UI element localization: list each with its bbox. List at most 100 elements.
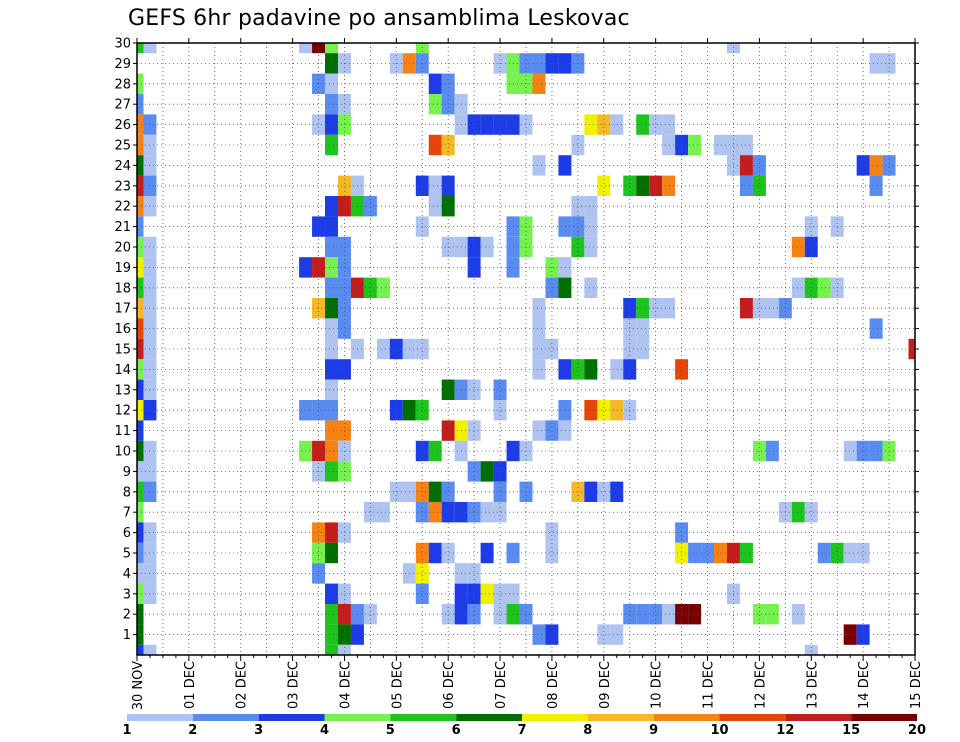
y-tick-label: 3	[123, 587, 131, 602]
heatmap-cell	[545, 542, 559, 564]
heatmap-cell	[137, 604, 144, 625]
heatmap-cell	[532, 53, 546, 74]
y-tick-label: 18	[114, 281, 131, 296]
y-tick-label: 1	[123, 628, 131, 643]
colorbar: 1 2 3 4 5 6 7 8 9 10 12 15 20	[122, 714, 926, 738]
heatmap-cell	[739, 155, 753, 176]
colorbar-label: 4	[320, 723, 329, 738]
heatmap-cell	[143, 644, 157, 655]
heatmap-cell	[532, 420, 546, 441]
heatmap-cell	[558, 155, 572, 176]
heatmap-cell	[597, 400, 611, 421]
heatmap-cell	[726, 43, 740, 54]
heatmap-cell	[584, 277, 598, 298]
heatmap-cell	[558, 216, 572, 237]
heatmap-cell	[137, 461, 144, 482]
heatmap-cell	[441, 196, 455, 217]
heatmap-cell	[312, 400, 326, 421]
heatmap-cell	[791, 604, 805, 625]
colorbar-swatch	[258, 714, 325, 721]
heatmap-cell	[739, 298, 753, 319]
heatmap-cell	[532, 359, 546, 380]
y-tick-label: 25	[114, 139, 131, 154]
heatmap-cell	[312, 563, 326, 584]
heatmap-cell	[739, 175, 753, 196]
heatmap-cell	[325, 624, 338, 645]
heatmap-cell	[337, 522, 351, 543]
heatmap-cell	[532, 624, 546, 645]
heatmap-cell	[137, 196, 144, 217]
heatmap-cell	[325, 134, 338, 156]
heatmap-cell	[584, 114, 598, 135]
heatmap-cell	[584, 216, 598, 237]
heatmap-cell	[325, 440, 338, 462]
heatmap-cell	[312, 542, 326, 564]
heatmap-cell	[143, 43, 157, 54]
colorbar-label: 3	[254, 723, 263, 738]
heatmap-cell	[869, 53, 883, 74]
heatmap-cell	[532, 298, 546, 319]
heatmap-cell	[636, 604, 650, 625]
heatmap-cell	[325, 257, 338, 278]
heatmap-cell	[610, 400, 624, 421]
heatmap-cell	[137, 155, 144, 176]
heatmap-cell	[325, 298, 338, 319]
x-tick-label: 06 DEC	[442, 661, 457, 709]
heatmap-cell	[597, 175, 611, 196]
heatmap-cell	[597, 624, 611, 645]
heatmap-cell	[137, 563, 144, 584]
heatmap-cell	[467, 114, 481, 135]
x-tick-label: 09 DEC	[598, 661, 613, 709]
y-tick-label: 7	[123, 506, 131, 521]
heatmap-cell	[688, 542, 702, 564]
heatmap-cell	[649, 175, 663, 196]
heatmap-cell	[765, 604, 779, 625]
x-tick-label: 15 DEC	[909, 661, 924, 709]
heatmap-cell	[532, 73, 546, 94]
colorbar-label: 15	[842, 723, 860, 738]
y-tick-label: 17	[114, 302, 131, 317]
heatmap-cell	[532, 318, 546, 339]
heatmap-cell	[415, 216, 429, 237]
y-tick-label: 24	[114, 159, 131, 174]
heatmap-cell	[312, 522, 326, 543]
colorbar-swatch	[653, 714, 720, 721]
heatmap-cell	[662, 298, 676, 319]
grid-layer	[136, 42, 916, 655]
heatmap-cell	[752, 175, 766, 196]
y-tick-label: 12	[114, 404, 131, 419]
heatmap-cell	[415, 542, 429, 564]
heatmap-cell	[584, 359, 598, 380]
heatmap-cell	[467, 604, 481, 625]
colorbar-label: 20	[908, 723, 926, 738]
heatmap-cell	[558, 359, 572, 380]
heatmap-cell	[325, 196, 338, 217]
heatmap-cell	[337, 420, 351, 441]
x-tick-label: 07 DEC	[494, 661, 509, 709]
heatmap-cell	[428, 542, 442, 564]
heatmap-cell	[337, 583, 351, 604]
heatmap-cell	[389, 400, 403, 421]
heatmap-cell	[765, 298, 779, 319]
heatmap-cell	[137, 400, 144, 421]
heatmap-cell	[480, 542, 494, 564]
heatmap-cell	[558, 420, 572, 441]
heatmap-cell	[662, 114, 676, 135]
heatmap-cell	[428, 481, 442, 502]
heatmap-cell	[791, 502, 805, 523]
heatmap-cell	[325, 236, 338, 258]
heatmap-cell	[752, 155, 766, 176]
heatmap-cell	[480, 114, 494, 135]
heatmap-cell	[532, 155, 546, 176]
y-tick-label: 20	[114, 241, 131, 256]
heatmap-cell	[597, 114, 611, 135]
y-tick-label: 11	[114, 424, 131, 439]
heatmap-cell	[493, 379, 507, 400]
x-tick-label: 05 DEC	[390, 661, 405, 709]
heatmap-cell	[325, 53, 338, 74]
x-tick-label: 30 NOV	[131, 661, 146, 710]
cells-layer	[137, 43, 915, 655]
heatmap-cell	[869, 155, 883, 176]
x-tick-label: 04 DEC	[338, 661, 353, 709]
heatmap-cell	[791, 277, 805, 298]
